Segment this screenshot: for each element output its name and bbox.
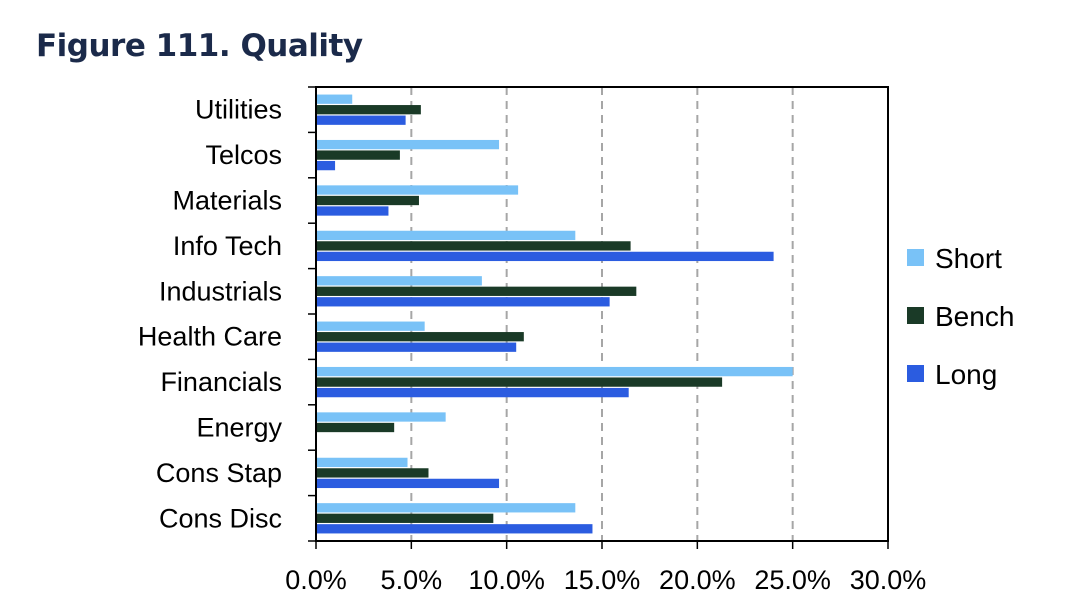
x-tick-label: 30.0% (850, 565, 927, 595)
bar-long (316, 206, 389, 216)
bar-bench (316, 286, 637, 296)
legend-swatch-long (907, 365, 924, 382)
bar-short (316, 94, 353, 104)
bar-long (316, 115, 406, 125)
category-label: Health Care (138, 322, 282, 352)
bar-bench (316, 377, 723, 387)
bar-short (316, 366, 793, 377)
bar-bench (316, 150, 400, 160)
bar-bench (316, 105, 421, 115)
bar-short (316, 139, 500, 150)
category-label: Financials (160, 367, 282, 397)
chart-title: Figure 111. Quality (36, 28, 363, 64)
x-tick-label: 5.0% (381, 565, 443, 595)
x-tick-label: 10.0% (468, 565, 545, 595)
x-tick-label: 25.0% (754, 565, 831, 595)
bar-bench (316, 422, 395, 433)
category-label: Utilities (195, 95, 282, 125)
legend-label-long: Long (935, 359, 997, 390)
category-label: Industrials (159, 276, 282, 306)
bar-long (316, 524, 593, 534)
bar-short (316, 412, 446, 422)
legend-swatch-bench (907, 307, 924, 324)
category-label: Telcos (205, 140, 282, 170)
bar-bench (316, 468, 429, 478)
bar-long (316, 387, 629, 398)
bar-short (316, 276, 482, 286)
bar-bench (316, 332, 524, 342)
bar-long (316, 478, 500, 489)
bar-short (316, 457, 408, 468)
bar-long (316, 297, 610, 307)
category-label: Materials (172, 186, 282, 216)
bar-short (316, 230, 576, 241)
bar-long (316, 342, 517, 352)
bar-bench (316, 513, 494, 523)
bar-short (316, 185, 519, 195)
category-label: Energy (196, 413, 282, 443)
bar-bench (316, 241, 631, 251)
category-label: Cons Stap (156, 458, 282, 488)
category-label: Cons Disc (159, 503, 282, 533)
bar-short (316, 321, 425, 331)
bar-long (316, 251, 774, 262)
legend-label-bench: Bench (935, 301, 1014, 332)
x-tick-label: 0.0% (285, 565, 347, 595)
legend-label-short: Short (935, 243, 1002, 274)
x-tick-label: 20.0% (659, 565, 736, 595)
x-tick-label: 15.0% (564, 565, 641, 595)
bar-short (316, 503, 576, 513)
bar-bench (316, 195, 419, 206)
bar-long (316, 160, 336, 171)
category-label: Info Tech (173, 231, 282, 261)
legend-swatch-short (907, 249, 924, 266)
